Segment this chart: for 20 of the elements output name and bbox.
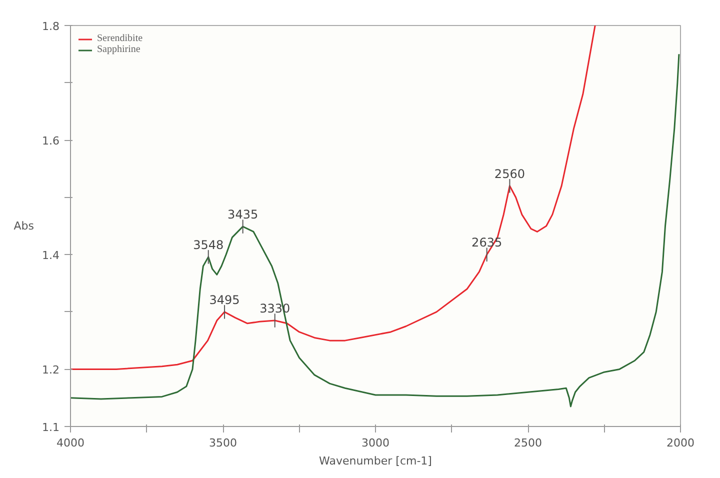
x-tick-label: 3000 — [362, 436, 390, 450]
y-tick-label: 1.6 — [42, 134, 60, 148]
y-axis-title: Abs — [14, 220, 34, 232]
x-tick-label: 2000 — [666, 436, 695, 450]
x-tick-label: 4000 — [56, 436, 85, 450]
annotation: 3548 — [193, 238, 224, 252]
legend-label: Serendibite — [97, 33, 143, 44]
legend-label: Sapphirine — [97, 44, 140, 55]
line-series — [70, 26, 596, 370]
y-tick-label: 1.4 — [42, 249, 60, 262]
annotation: 3495 — [209, 292, 240, 307]
annotation: 3435 — [228, 208, 258, 222]
y-tick-label: 1.8 — [42, 20, 60, 33]
line-series — [70, 53, 680, 408]
x-axis-title: Wavenumber [cm-1] — [319, 454, 432, 468]
annotation: 2560 — [494, 166, 525, 181]
y-tick-label: 1.2 — [42, 364, 60, 377]
y-tick-label: 1.1 — [42, 421, 60, 434]
x-tick-label: 2500 — [514, 436, 542, 450]
x-tick-label: 3500 — [209, 436, 238, 450]
